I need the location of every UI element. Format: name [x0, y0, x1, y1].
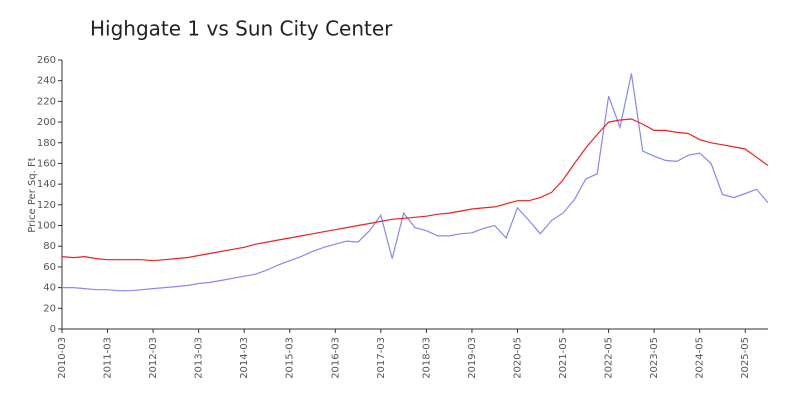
x-tick-label: 2016-03: [330, 337, 341, 379]
x-tick-label: 2019-03: [467, 337, 478, 379]
y-tick-label: 120: [37, 200, 56, 211]
y-tick-label: 220: [37, 96, 56, 107]
chart-title: Highgate 1 vs Sun City Center: [90, 17, 393, 41]
y-tick-label: 260: [37, 55, 56, 66]
y-tick-label: 140: [37, 179, 56, 190]
x-tick-label: 2022-05: [604, 337, 615, 379]
x-tick-label: 2017-03: [376, 337, 387, 379]
series-line: [61, 118, 769, 262]
y-tick-label: 200: [37, 117, 56, 128]
y-tick-label: 40: [43, 283, 56, 294]
y-tick-label: 20: [43, 303, 56, 314]
y-axis-label: Price Per Sq. Ft: [27, 157, 38, 232]
y-tick-label: 60: [43, 262, 56, 273]
x-tick-label: 2011-03: [103, 337, 114, 379]
y-tick-label: 160: [37, 158, 56, 169]
y-tick-label: 240: [37, 76, 56, 87]
x-tick-label: 2012-03: [148, 337, 159, 379]
y-tick-label: 180: [37, 138, 56, 149]
x-tick-label: 2024-05: [695, 337, 706, 379]
y-tick-label: 100: [37, 221, 56, 232]
x-tick-label: 2021-05: [558, 337, 569, 379]
y-tick-label: 80: [43, 241, 56, 252]
series-line: [62, 73, 769, 292]
x-tick-label: 2015-03: [285, 337, 296, 379]
x-tick-label: 2023-05: [649, 337, 660, 379]
x-tick-label: 2018-03: [421, 337, 432, 379]
x-tick-label: 2014-03: [239, 337, 250, 379]
x-tick-label: 2020-05: [512, 337, 523, 379]
y-tick-label: 0: [50, 324, 56, 335]
x-tick-label: 2013-03: [194, 337, 205, 379]
x-tick-label: 2010-03: [57, 337, 68, 379]
x-tick-label: 2025-05: [740, 337, 751, 379]
